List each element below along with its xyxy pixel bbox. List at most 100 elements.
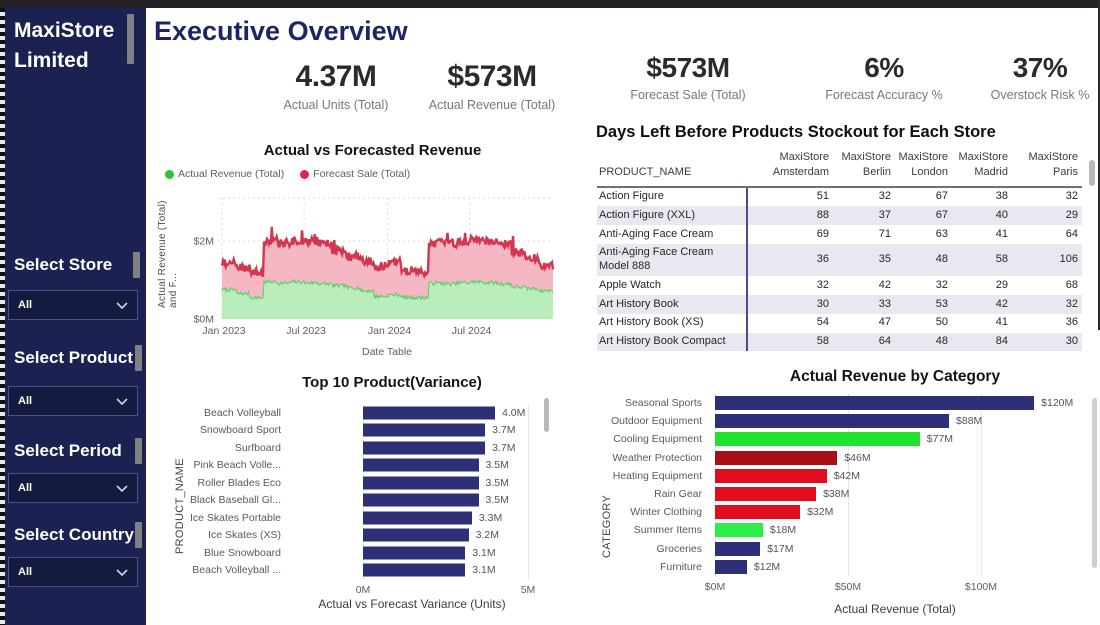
table-row[interactable]: Art History Book (XS) 54 47 50 41 36 xyxy=(597,313,1082,333)
product-filter-dropdown[interactable]: All xyxy=(8,386,138,416)
bar-row: Ice Skates (XS) 3.2M xyxy=(152,527,542,545)
actual-area[interactable] xyxy=(222,280,553,319)
category-label: Ice Skates Portable xyxy=(189,511,281,524)
product-name-cell: Apple Watch xyxy=(599,278,661,291)
category-label: Weather Protection xyxy=(612,451,702,464)
bar-track: 3.7M xyxy=(363,422,528,440)
category-label: Ice Skates (XS) xyxy=(208,529,281,542)
period-filter-dropdown[interactable]: All xyxy=(8,473,138,503)
category-label: Rain Gear xyxy=(654,488,702,501)
chart-scrollbar[interactable] xyxy=(544,398,549,432)
country-filter-dropdown[interactable]: All xyxy=(8,557,138,587)
category-label: Black Baseball Gl... xyxy=(189,494,281,507)
bar-track: $77M xyxy=(715,430,1090,448)
table-row[interactable]: Action Figure 51 32 67 38 32 xyxy=(597,186,1082,207)
bar[interactable] xyxy=(715,559,747,574)
column-header[interactable]: PRODUCT_NAME xyxy=(597,148,747,188)
page-title: Executive Overview xyxy=(154,16,408,46)
bar-value-label: 3.7M xyxy=(492,424,516,437)
bar-value-label: $120M xyxy=(1041,397,1074,410)
bar-value-label: 3.1M xyxy=(472,546,496,559)
bar-track: $46M xyxy=(715,449,1090,467)
days-left-cell: 30 xyxy=(746,295,833,314)
table-row[interactable]: Anti-Aging Face Cream Model 888 36 35 48 58 1… xyxy=(597,243,1082,277)
bar[interactable] xyxy=(363,546,466,560)
y-axis-tick: $2M xyxy=(194,236,214,248)
bar[interactable] xyxy=(715,505,801,520)
bar[interactable] xyxy=(715,468,827,483)
bar[interactable] xyxy=(715,414,950,429)
bar[interactable] xyxy=(715,487,817,502)
company-title: MaxiStore Limited xyxy=(14,19,115,73)
column-header[interactable]: MaxiStore London xyxy=(895,148,952,188)
x-axis-tick: Jul 2024 xyxy=(452,325,492,337)
bar[interactable] xyxy=(363,528,469,542)
area-plot: $0M $2M Jan 2023 Jul 2023 Jan 2024 Jul 2024 xyxy=(194,197,555,337)
bar[interactable] xyxy=(363,493,479,507)
days-left-cell: 67 xyxy=(935,190,948,203)
table-row[interactable]: Apple Watch 32 42 32 29 68 xyxy=(597,276,1082,296)
bar-value-label: $38M xyxy=(823,488,850,501)
table-row[interactable]: Action Figure (XXL) 88 37 67 40 29 xyxy=(597,206,1082,226)
stockout-table: PRODUCT_NAME MaxiStore Amsterdam MaxiStore… xyxy=(597,148,1082,352)
days-left-cell: 32 xyxy=(1065,297,1078,310)
legend-item[interactable]: Forecast Sale (Total) xyxy=(300,168,410,180)
bar-value-label: 3.7M xyxy=(492,441,516,454)
bar[interactable] xyxy=(363,406,495,420)
bar[interactable] xyxy=(715,541,761,556)
bar[interactable] xyxy=(363,563,466,577)
window-chrome-bar xyxy=(0,0,1100,8)
country-filter-scrollbar[interactable] xyxy=(135,522,142,548)
bar-row: Blue Snowboard 3.1M xyxy=(152,544,542,562)
days-left-cell: 53 xyxy=(935,297,948,310)
days-left-cell: 37 xyxy=(878,208,891,221)
table-row[interactable]: Anti-Aging Face Cream 69 71 63 41 64 xyxy=(597,225,1082,244)
bar[interactable] xyxy=(715,432,920,447)
column-header[interactable]: MaxiStore Amsterdam xyxy=(747,148,833,188)
table-row[interactable]: Art History Book 30 33 53 42 32 xyxy=(597,295,1082,314)
bar[interactable] xyxy=(363,476,479,490)
category-label: Snowboard Sport xyxy=(199,424,281,437)
x-axis-tick: 5M xyxy=(520,584,536,596)
bar[interactable] xyxy=(715,450,838,465)
store-filter-scrollbar[interactable] xyxy=(133,252,140,278)
days-left-cell: 50 xyxy=(935,316,948,329)
bar-track: 3.7M xyxy=(363,439,528,457)
bar-track: 3.3M xyxy=(363,509,528,527)
category-label: Pink Beach Volle... xyxy=(193,459,281,472)
bar[interactable] xyxy=(363,441,486,455)
column-header[interactable]: MaxiStore Madrid xyxy=(952,148,1012,188)
bar-value-label: 3.5M xyxy=(485,494,509,507)
kpi-label: Forecast Accuracy % xyxy=(825,88,943,102)
legend-dot-icon xyxy=(165,169,174,179)
actual-vs-forecast-chart: Actual vs Forecasted Revenue Actual Reve… xyxy=(155,142,590,360)
column-header[interactable]: MaxiStore Paris xyxy=(1012,148,1082,188)
bar-track: 3.2M xyxy=(363,527,528,545)
table-scrollbar[interactable] xyxy=(1089,160,1095,186)
category-label: Surfboard xyxy=(234,441,281,454)
bar[interactable] xyxy=(363,511,472,525)
chart-scrollbar[interactable] xyxy=(1092,398,1097,568)
bar[interactable] xyxy=(363,458,479,472)
days-left-cell: 32 xyxy=(746,276,833,296)
days-left-cell: 40 xyxy=(995,208,1008,221)
store-filter-value: All xyxy=(18,299,33,311)
bar[interactable] xyxy=(363,423,486,437)
chevron-down-icon xyxy=(116,397,128,405)
product-filter-scrollbar[interactable] xyxy=(135,345,142,371)
period-filter-scrollbar[interactable] xyxy=(135,438,142,464)
product-name-cell: Anti-Aging Face Cream Model 888 xyxy=(599,246,714,273)
revenue-by-category-chart: Actual Revenue by Category CATEGORY Seas… xyxy=(595,368,1100,623)
days-left-cell: 69 xyxy=(746,225,833,244)
store-filter-dropdown[interactable]: All xyxy=(8,290,138,320)
legend-item[interactable]: Actual Revenue (Total) xyxy=(165,168,284,180)
days-left-cell: 30 xyxy=(1065,335,1078,348)
bar[interactable] xyxy=(715,523,763,538)
bar[interactable] xyxy=(715,396,1035,411)
title-scrollbar[interactable] xyxy=(127,14,134,64)
chevron-down-icon xyxy=(116,301,128,309)
bar-track: 3.5M xyxy=(363,474,528,492)
column-header[interactable]: MaxiStore Berlin xyxy=(833,148,895,188)
days-left-cell: 63 xyxy=(935,227,948,240)
table-row[interactable]: Art History Book Compact 58 64 48 84 30 xyxy=(597,332,1082,352)
